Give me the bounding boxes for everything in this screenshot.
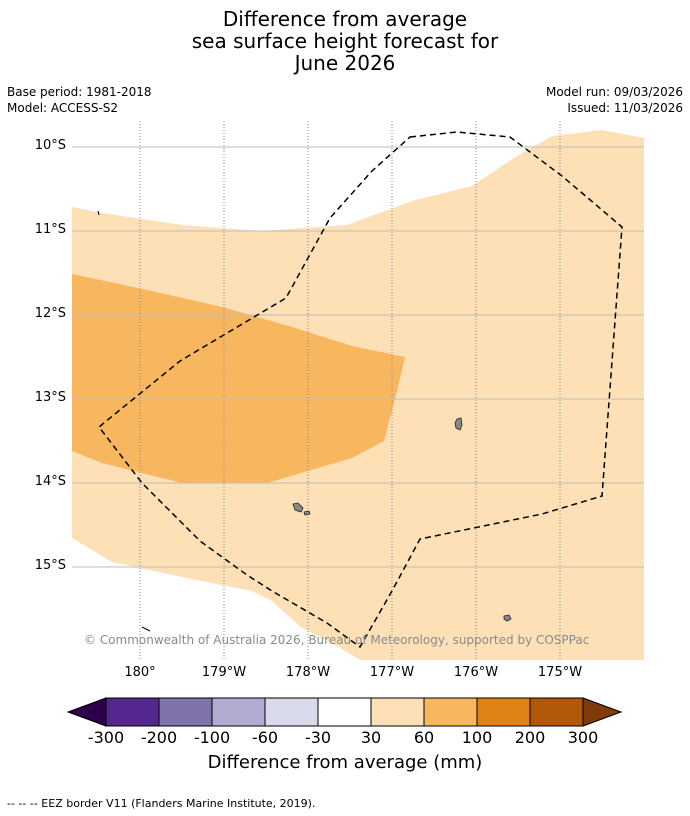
colorbar-cell	[423, 697, 478, 727]
base-period: Base period: 1981-2018	[7, 85, 152, 99]
colorbar-cell	[105, 697, 160, 727]
colorbar-tick-label: -30	[304, 728, 332, 747]
colorbar-tick-label: 200	[514, 728, 546, 747]
issued-date: Issued: 11/03/2026	[567, 101, 683, 115]
lat-label-14s: 14°S	[34, 474, 66, 489]
anomaly-field-60-100	[72, 274, 405, 483]
meta-left: Base period: 1981-2018 Model: ACCESS-S2	[7, 84, 152, 116]
island-alofi	[303, 510, 311, 516]
lat-label-11s: 11°S	[34, 222, 66, 237]
title-line-1: Difference from average	[222, 7, 468, 31]
colorbar-cell	[370, 697, 425, 727]
latitude-lines	[72, 146, 644, 568]
colorbar-tick-label: 30	[360, 728, 382, 747]
lat-label-15s: 15°S	[34, 558, 66, 573]
title-line-3: June 2026	[294, 51, 396, 75]
colorbar	[66, 697, 623, 727]
coast-fragment-1	[97, 210, 100, 216]
colorbar-cell	[317, 697, 372, 727]
colorbar-tick-label: 100	[461, 728, 493, 747]
lon-label-175w: 175°W	[537, 665, 583, 680]
title-line-2: sea surface height forecast for	[191, 29, 499, 53]
lon-label-180: 180°	[124, 665, 156, 680]
colorbar-cell	[476, 697, 531, 727]
colorbar-tick-label: -60	[251, 728, 279, 747]
colorbar-over-arrow	[582, 697, 623, 727]
lat-label-10s: 10°S	[34, 138, 66, 153]
map-panel	[72, 121, 644, 660]
lon-label-176w: 176°W	[453, 665, 499, 680]
lon-label-179w: 179°W	[201, 665, 247, 680]
colorbar-tick-label: -200	[140, 728, 178, 747]
lon-label-178w: 178°W	[285, 665, 331, 680]
eez-border	[97, 131, 623, 649]
model-name: Model: ACCESS-S2	[7, 101, 119, 115]
colorbar-tick-label: -300	[87, 728, 125, 747]
colorbar-tick-label: 60	[413, 728, 435, 747]
colorbar-tick-label: 300	[567, 728, 599, 747]
meta-right: Model run: 09/03/2026 Issued: 11/03/2026	[546, 84, 683, 116]
colorbar-tick-label: -100	[193, 728, 231, 747]
map-title: Difference from average sea surface heig…	[0, 8, 690, 74]
lat-label-13s: 13°S	[34, 390, 66, 405]
copyright-notice: © Commonwealth of Australia 2026, Bureau…	[84, 633, 590, 647]
model-run: Model run: 09/03/2026	[545, 85, 683, 99]
lon-label-177w: 177°W	[369, 665, 415, 680]
island-small-southeast	[503, 614, 512, 622]
lat-label-12s: 12°S	[34, 306, 66, 321]
colorbar-cell	[264, 697, 319, 727]
islands	[292, 417, 512, 622]
coast-fragment-2	[141, 626, 151, 632]
island-futuna	[292, 502, 304, 513]
colorbar-cell	[211, 697, 266, 727]
eez-footnote: -- -- -- EEZ border V11 (Flanders Marine…	[7, 797, 316, 810]
colorbar-cell	[158, 697, 213, 727]
island-wallis	[454, 417, 463, 431]
colorbar-title: Difference from average (mm)	[207, 752, 483, 773]
map-svg	[72, 121, 644, 660]
colorbar-under-arrow	[66, 697, 107, 727]
colorbar-cell	[529, 697, 584, 727]
